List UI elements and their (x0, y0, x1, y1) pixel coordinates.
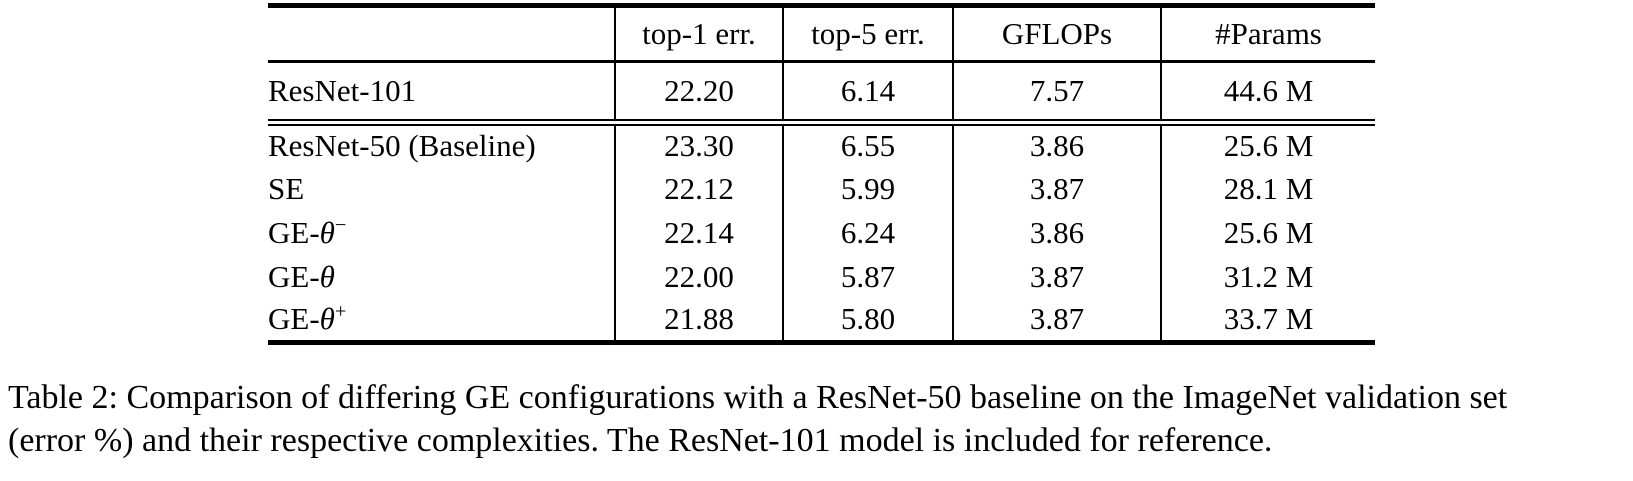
caption-line-2: (error %) and their respective complexit… (8, 422, 1273, 459)
caption-line-1: Table 2: Comparison of differing GE conf… (8, 379, 1508, 416)
cell-params: 31.2 M (1160, 254, 1375, 299)
table-row-resnet101: ResNet-101 22.20 6.14 7.57 44.6 M (268, 61, 1375, 123)
model-label: GE-θ− (268, 211, 615, 255)
table-header: top-1 err. top-5 err. GFLOPs #Params (268, 5, 1375, 62)
model-name: GE- (268, 258, 320, 294)
cell-top5: 5.99 (782, 166, 953, 211)
model-name: ResNet-101 (268, 73, 417, 108)
table-row-resnet50-baseline: ResNet-50 (Baseline) 23.30 6.55 3.86 25.… (268, 122, 1375, 167)
cell-top5: 5.87 (782, 254, 953, 299)
cell-top1: 22.00 (614, 254, 783, 299)
results-table: top-1 err. top-5 err. GFLOPs #Params Res… (268, 3, 1375, 345)
cell-top1: 22.14 (614, 210, 783, 255)
header-model-blank (268, 6, 615, 62)
cell-gflops: 3.86 (952, 122, 1161, 167)
cell-top5: 5.80 (782, 298, 953, 343)
cell-top1: 21.88 (614, 298, 783, 343)
comparison-section: ResNet-50 (Baseline) 23.30 6.55 3.86 25.… (268, 122, 1375, 343)
model-name: SE (268, 170, 305, 206)
header-top1-err: top-1 err. (614, 5, 783, 62)
model-label: GE-θ+ (268, 299, 615, 343)
cell-top5: 6.24 (782, 210, 953, 255)
cell-params: 44.6 M (1160, 61, 1375, 123)
cell-top1: 22.12 (614, 166, 783, 211)
cell-gflops: 3.87 (952, 254, 1161, 299)
table-row-ge-theta-plus: GE-θ+ 21.88 5.80 3.87 33.7 M (268, 298, 1375, 343)
model-label: ResNet-50 (Baseline) (268, 123, 615, 167)
model-math-symbol: θ (319, 214, 335, 250)
cell-params: 25.6 M (1160, 122, 1375, 167)
table-caption: Table 2: Comparison of differing GE conf… (8, 376, 1633, 462)
cell-top5: 6.55 (782, 122, 953, 167)
header-params: #Params (1160, 5, 1375, 62)
table-row-ge-theta: GE-θ 22.00 5.87 3.87 31.2 M (268, 254, 1375, 299)
model-name: GE- (268, 301, 320, 337)
cell-gflops: 7.57 (952, 61, 1161, 123)
cell-params: 33.7 M (1160, 298, 1375, 343)
model-superscript: + (334, 300, 347, 323)
cell-params: 25.6 M (1160, 210, 1375, 255)
model-math-symbol: θ (319, 258, 335, 294)
model-label: ResNet-101 (268, 62, 615, 123)
header-top5-err: top-5 err. (782, 5, 953, 62)
model-superscript: − (334, 214, 347, 237)
cell-params: 28.1 M (1160, 166, 1375, 211)
cell-gflops: 3.87 (952, 298, 1161, 343)
cell-gflops: 3.86 (952, 210, 1161, 255)
cell-gflops: 3.87 (952, 166, 1161, 211)
cell-top5: 6.14 (782, 61, 953, 123)
reference-section: ResNet-101 22.20 6.14 7.57 44.6 M (268, 61, 1375, 123)
header-gflops: GFLOPs (952, 5, 1161, 62)
header-row: top-1 err. top-5 err. GFLOPs #Params (268, 5, 1375, 62)
model-name: ResNet-50 (Baseline) (268, 128, 536, 164)
table-row-se: SE 22.12 5.99 3.87 28.1 M (268, 166, 1375, 211)
model-label: SE (268, 167, 615, 211)
cell-top1: 22.20 (614, 61, 783, 123)
cell-top1: 23.30 (614, 122, 783, 167)
table-row-ge-theta-minus: GE-θ− 22.14 6.24 3.86 25.6 M (268, 210, 1375, 255)
model-name: GE- (268, 214, 320, 250)
model-math-symbol: θ (319, 301, 335, 337)
model-label: GE-θ (268, 255, 615, 299)
